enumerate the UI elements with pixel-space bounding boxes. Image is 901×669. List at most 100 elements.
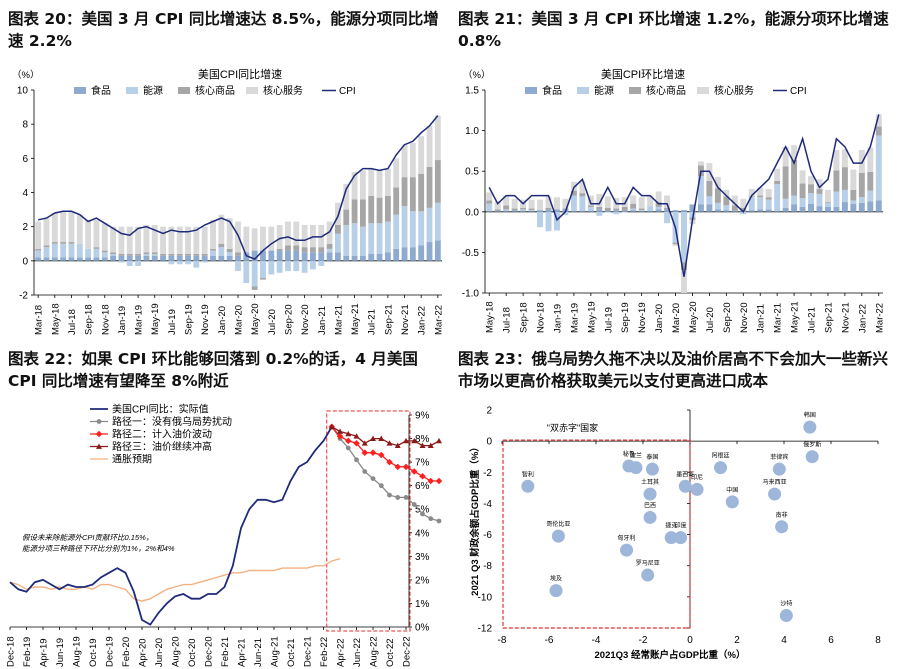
x-tick-label: Sep-18 <box>519 302 530 333</box>
bar-core-services <box>570 181 577 191</box>
bar-core-goods <box>824 202 831 203</box>
bar-core-goods <box>858 172 865 198</box>
legend-swatch <box>525 87 537 94</box>
bar-food <box>545 209 552 212</box>
x-tick-label: 4 <box>781 635 787 646</box>
x-tick-label: Jul-21 <box>807 307 818 333</box>
scatter-point-label: 南非 <box>776 511 788 519</box>
bar-core-services <box>285 221 291 246</box>
bar-core-goods <box>672 242 679 245</box>
bar-core-services <box>494 201 501 210</box>
bar-food <box>841 202 848 212</box>
path-3-marker <box>386 440 393 446</box>
bar-core-services <box>60 211 67 243</box>
x-tick-label: Feb-21 <box>220 637 231 667</box>
scatter-point-label: 沙特 <box>780 600 792 608</box>
bar-energy <box>76 243 83 258</box>
bar-energy <box>243 260 250 284</box>
bar-core-goods <box>808 184 814 194</box>
legend-swatch <box>126 87 138 94</box>
y-tick-label: 0.0 <box>465 207 479 218</box>
x-tick-label: -4 <box>592 635 601 646</box>
scatter-point <box>678 479 692 493</box>
x-tick-label: Nov-20 <box>739 302 750 333</box>
bar-core-services <box>841 149 848 168</box>
bar-food <box>664 209 671 212</box>
x-tick-label: Sep-20 <box>722 302 733 333</box>
bar-core-goods <box>51 242 58 244</box>
bar-food <box>782 207 789 212</box>
figure-23: 图表 23：俄乌局势久拖不决以及油价居高不下会加大一些新兴市场以更高价格获取美元… <box>450 340 901 669</box>
bar-energy <box>51 243 58 258</box>
legend-label: 美国CPI同比：实际值 <box>112 403 209 416</box>
x-tick-label: Nov-21 <box>840 302 851 333</box>
scatter-point-label: 匈牙利 <box>618 534 636 542</box>
bar-energy <box>110 254 117 256</box>
y-tick-label: 8% <box>415 434 430 445</box>
x-tick-label: Nov-20 <box>300 304 311 335</box>
figure-21-title: 图表 21：美国 3 月 CPI 环比增速 1.2%，能源分项环比增速 0.8% <box>458 10 889 50</box>
bar-food <box>143 255 150 261</box>
bar-energy <box>681 211 687 263</box>
y-tick-label: -0.5 <box>462 248 480 259</box>
bar-core-goods <box>68 242 75 244</box>
bar-core-services <box>672 244 679 246</box>
bar-food <box>43 257 50 261</box>
y-tick-label: -10 <box>478 592 493 603</box>
x-tick-label: Aug-20 <box>171 636 182 667</box>
path-1-marker <box>420 511 425 517</box>
bar-core-goods <box>168 254 175 256</box>
bar-core-goods <box>757 195 764 198</box>
bar-energy <box>68 243 75 258</box>
bar-food <box>748 210 755 212</box>
bar-core-goods <box>301 247 308 253</box>
bar-energy <box>613 211 620 215</box>
bar-core-goods <box>310 247 316 253</box>
bar-core-services <box>376 170 383 198</box>
bar-food <box>110 255 117 261</box>
legend-swatch <box>577 87 589 94</box>
bar-energy <box>268 260 275 275</box>
x-tick-label: 8 <box>875 635 881 646</box>
bar-core-services <box>218 214 225 244</box>
bar-food <box>318 252 325 261</box>
bar-core-goods <box>486 200 493 204</box>
x-tick-label: Apr-21 <box>237 638 248 667</box>
scatter-point <box>714 461 728 475</box>
bar-core-goods <box>706 180 713 197</box>
legend-label: 路径一：没有俄乌局势扰动 <box>112 415 232 428</box>
bar-food <box>126 255 133 261</box>
bar-energy <box>85 248 92 258</box>
path-2-marker <box>336 432 344 440</box>
x-tick-label: Jan-20 <box>654 304 665 333</box>
bar-energy <box>43 247 50 258</box>
bar-core-services <box>76 214 83 244</box>
bar-food <box>697 204 704 212</box>
path-1-marker <box>362 469 368 474</box>
bar-core-services <box>850 169 857 190</box>
bar-core-services <box>486 192 493 201</box>
bar-food <box>193 255 200 261</box>
figure-20: 图表 20：美国 3 月 CPI 同比增速达 8.5%，能源分项同比增速 2.2… <box>0 0 450 340</box>
bar-core-services <box>528 199 535 209</box>
bar-food <box>251 250 258 261</box>
bar-energy <box>293 260 300 272</box>
bar-core-goods <box>101 250 108 253</box>
bar-food <box>554 209 560 212</box>
bar-core-services <box>35 221 42 249</box>
bar-core-services <box>554 197 560 210</box>
bar-food <box>268 250 275 261</box>
scatter-point <box>772 462 786 476</box>
path-3-marker <box>403 437 409 444</box>
x-tick-label: Oct-21 <box>286 638 297 667</box>
bar-core-services <box>201 226 208 254</box>
bar-core-services <box>655 191 662 203</box>
bar-energy <box>740 211 747 215</box>
bar-core-goods <box>160 254 166 256</box>
x-tick-label: Jul-21 <box>367 309 378 335</box>
bar-core-goods <box>185 254 191 256</box>
bar-core-goods <box>426 166 433 208</box>
figure-22: 图表 22：如果 CPI 环比能够回落到 0.2%的话，4 月美国 CPI 同比… <box>0 340 450 669</box>
path-3-marker <box>370 435 376 441</box>
path-1-marker <box>411 502 417 507</box>
